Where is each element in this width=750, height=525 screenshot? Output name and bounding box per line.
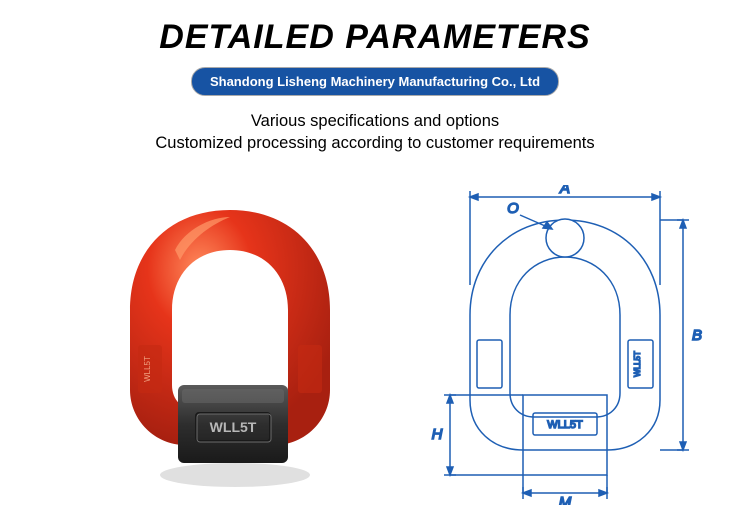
dim-label-a: A xyxy=(559,185,570,197)
technical-diagram: A O WLL5T WLL5T xyxy=(415,185,715,505)
subtitle-line2: Customized processing according to custo… xyxy=(0,132,750,154)
block-marking: WLL5T xyxy=(210,419,257,435)
badge-container: Shandong Lisheng Machinery Manufacturing… xyxy=(0,67,750,96)
subtitle-line1: Various specifications and options xyxy=(0,110,750,132)
block-marking-diagram: WLL5T xyxy=(547,419,583,431)
page-title: DETAILED PARAMETERS xyxy=(0,0,750,57)
content-area: WLL5T WLL5T A xyxy=(0,185,750,525)
product-photo: WLL5T WLL5T xyxy=(100,195,360,495)
dim-label-m: M xyxy=(559,494,572,505)
subtitle: Various specifications and options Custo… xyxy=(0,110,750,155)
ring-marking-diagram: WLL5T xyxy=(633,351,642,377)
dim-label-o: O xyxy=(507,200,519,217)
ring-marking-left: WLL5T xyxy=(143,356,152,382)
company-badge: Shandong Lisheng Machinery Manufacturing… xyxy=(191,67,559,96)
dim-label-b: B xyxy=(692,327,702,344)
dim-label-h: H xyxy=(432,426,443,443)
